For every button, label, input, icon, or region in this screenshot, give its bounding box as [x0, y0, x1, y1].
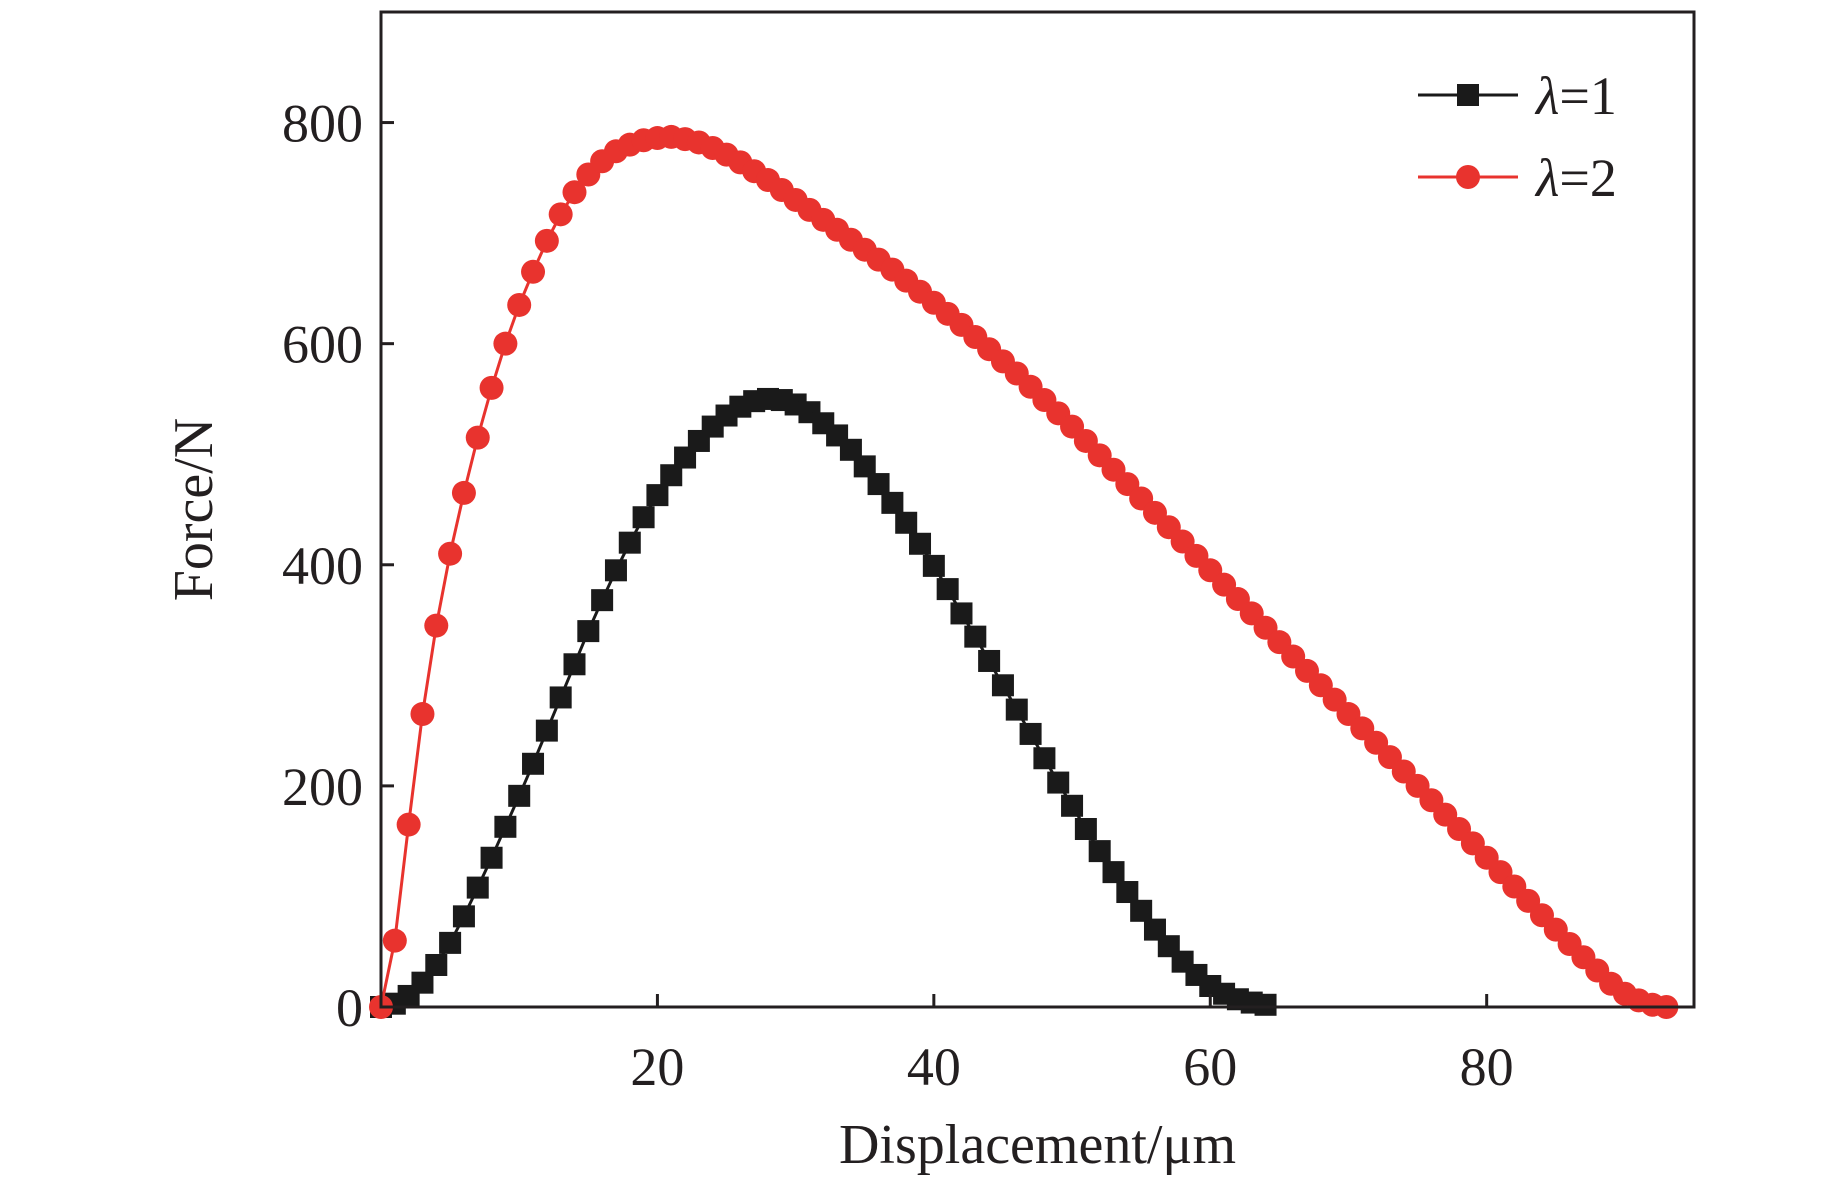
y-tick-label: 800 [282, 94, 363, 154]
data-point [950, 602, 973, 625]
data-point [522, 752, 545, 775]
data-point [618, 531, 641, 554]
data-point [562, 180, 587, 205]
y-tick-label: 200 [282, 757, 363, 817]
data-point [1088, 840, 1111, 863]
data-point [881, 491, 904, 514]
data-point [1005, 698, 1028, 721]
data-point [591, 589, 614, 612]
series-2 [369, 124, 1679, 1019]
data-point [534, 228, 559, 253]
data-point [452, 905, 475, 928]
data-point [936, 578, 959, 601]
y-tick-label: 400 [282, 536, 363, 596]
data-point [451, 480, 476, 505]
data-point [1130, 899, 1153, 922]
data-point [867, 473, 890, 496]
legend-label-lambda-1: λ=1 [1534, 66, 1617, 126]
legend-value: =1 [1559, 66, 1616, 126]
y-axis-title: Force/N [163, 418, 225, 602]
data-point [410, 702, 435, 727]
x-axis-title: Displacement/μm [839, 1114, 1236, 1176]
data-point [577, 620, 600, 643]
data-point [494, 815, 517, 838]
legend-label-lambda-2: λ=2 [1534, 148, 1617, 208]
legend-value: =2 [1559, 148, 1616, 208]
data-point [480, 846, 503, 869]
data-point [1061, 794, 1084, 817]
legend-lambda-symbol: λ [1534, 66, 1559, 126]
data-point [535, 719, 558, 742]
data-point [439, 931, 462, 954]
data-point [909, 532, 932, 555]
data-point [465, 425, 490, 450]
data-point [1033, 747, 1056, 770]
data-point [660, 464, 683, 487]
data-point [493, 331, 518, 356]
data-point [1019, 722, 1042, 745]
legend-square-marker [1457, 84, 1479, 106]
data-point [466, 876, 489, 899]
legend-item-lambda-1: λ=1 [1418, 66, 1617, 126]
data-point [922, 554, 945, 577]
y-tick-label: 600 [282, 315, 363, 375]
x-tick-label: 80 [1460, 1037, 1514, 1097]
data-point [674, 446, 697, 469]
data-point [839, 438, 862, 461]
data-point [411, 971, 434, 994]
x-tick-label: 40 [907, 1037, 961, 1097]
data-point [1074, 818, 1097, 841]
data-point [1102, 861, 1125, 884]
data-point [438, 541, 463, 566]
data-point [646, 484, 669, 507]
data-point [604, 559, 627, 582]
y-tick-label: 0 [336, 978, 363, 1038]
data-point [853, 455, 876, 478]
plot-frame [379, 10, 1696, 1009]
data-point [991, 674, 1014, 697]
data-point [424, 613, 449, 638]
x-tick-label: 60 [1183, 1037, 1237, 1097]
legend-item-lambda-2: λ=2 [1418, 148, 1617, 208]
x-tick-label: 20 [630, 1037, 684, 1097]
data-point [549, 686, 572, 709]
data-point [479, 375, 504, 400]
data-point [382, 928, 407, 953]
data-point [978, 649, 1001, 672]
data-point [632, 506, 655, 529]
series-layer [369, 124, 1679, 1019]
legend-circle-marker [1456, 165, 1480, 189]
data-point [1254, 993, 1277, 1016]
data-point [396, 812, 421, 837]
data-point [1047, 771, 1070, 794]
data-point [425, 953, 448, 976]
data-point [508, 784, 531, 807]
data-point [895, 511, 918, 534]
legend: λ=1 λ=2 [1418, 66, 1617, 208]
data-point [507, 292, 532, 317]
series-1 [370, 387, 1277, 1018]
data-point [548, 202, 573, 227]
legend-lambda-symbol: λ [1534, 148, 1559, 208]
data-point [964, 625, 987, 648]
data-point [521, 259, 546, 284]
data-point [1143, 918, 1166, 941]
data-point [563, 653, 586, 676]
data-point [1116, 881, 1139, 904]
